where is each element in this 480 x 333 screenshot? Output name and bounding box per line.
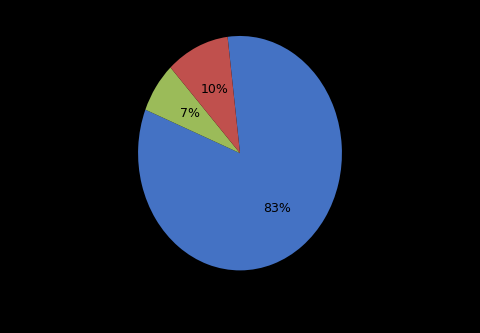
Wedge shape [145, 68, 240, 153]
Wedge shape [170, 37, 240, 153]
Text: 83%: 83% [264, 202, 291, 215]
Text: 7%: 7% [180, 107, 200, 120]
Wedge shape [138, 36, 342, 270]
Text: 10%: 10% [200, 83, 228, 96]
